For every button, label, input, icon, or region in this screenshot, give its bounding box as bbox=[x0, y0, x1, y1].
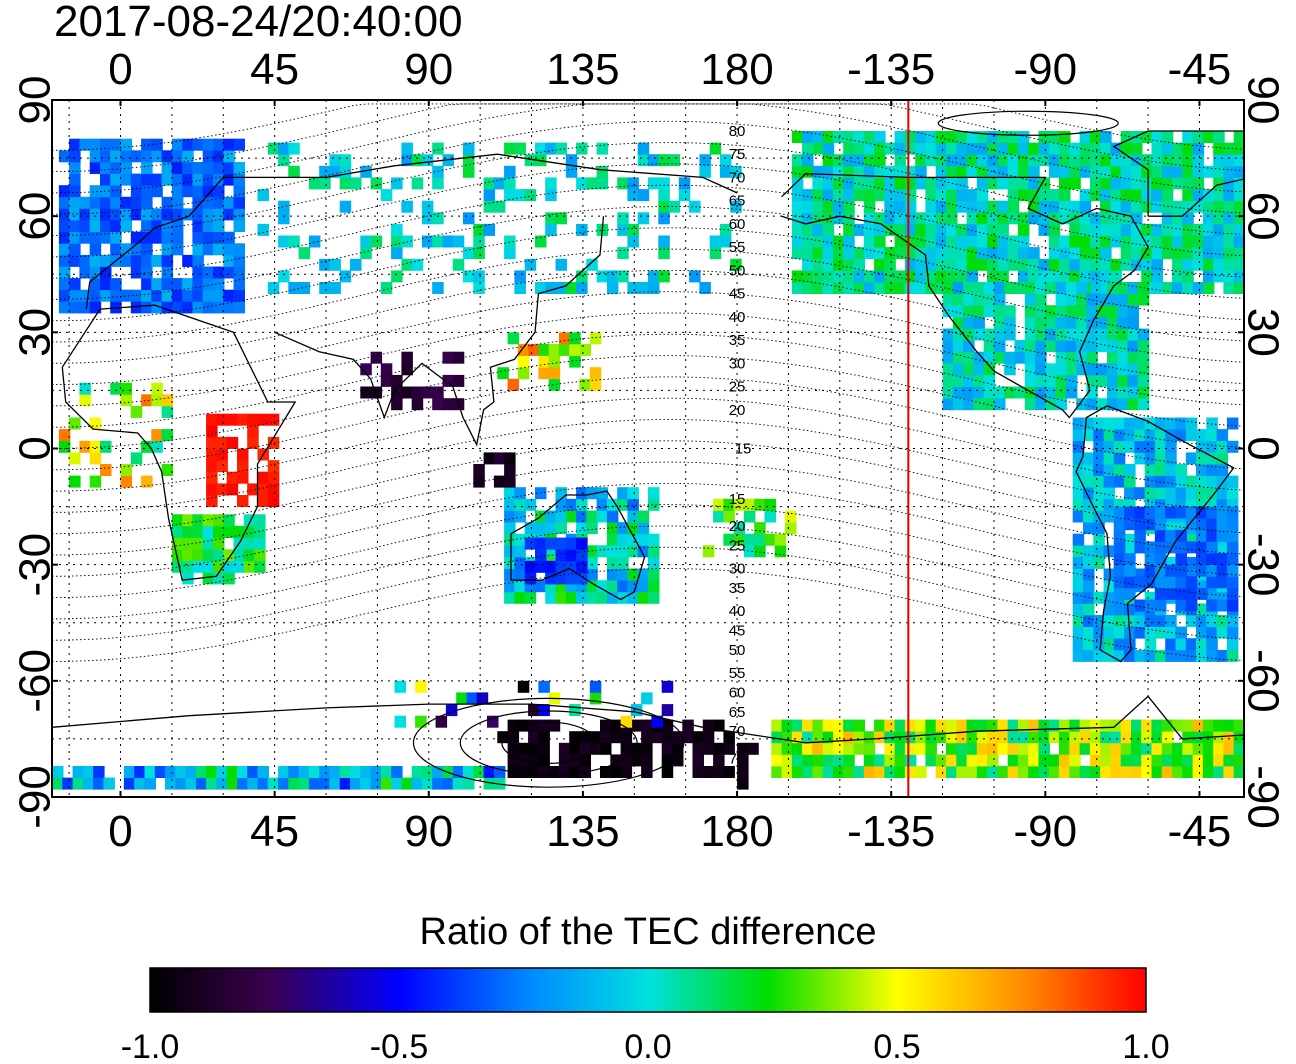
contour-value-labels: 80 75 70 65 60 55 50 45 40 35 30 25 20 15 15 20 25 30 35 40… bbox=[729, 123, 752, 767]
frame-tick-marks bbox=[52, 99, 1244, 798]
dotted-grid bbox=[52, 100, 1244, 797]
contour-label: 60 bbox=[729, 684, 746, 701]
top-lon-tick-label: -45 bbox=[1168, 45, 1232, 94]
colorbar-tick-label: 0.5 bbox=[873, 1028, 920, 1064]
contour-label: 15 bbox=[735, 441, 752, 458]
contour-label: 60 bbox=[729, 216, 746, 233]
contour-label: 40 bbox=[729, 309, 746, 326]
bottom-lon-tick-label: -135 bbox=[847, 807, 935, 856]
left-lat-tick-label: 90 bbox=[10, 76, 59, 125]
colorbar bbox=[149, 967, 1147, 1013]
colorbar-tick-label: 0.0 bbox=[624, 1028, 671, 1064]
contour-label: 55 bbox=[729, 665, 746, 682]
contour-label: 50 bbox=[729, 642, 746, 659]
colorbar-tick-label: 1.0 bbox=[1122, 1028, 1169, 1064]
left-lat-tick-label: 30 bbox=[10, 308, 59, 357]
contour-label: 30 bbox=[729, 355, 746, 372]
contour-label: 70 bbox=[729, 169, 746, 186]
top-lon-tick-label: 90 bbox=[404, 45, 453, 94]
left-lat-tick-label: 0 bbox=[10, 436, 59, 460]
top-longitude-tick-labels: 0 45 90 135 180 -135 -90 -45 bbox=[108, 45, 1231, 94]
contour-label: 20 bbox=[729, 402, 746, 419]
contour-label: 45 bbox=[729, 622, 746, 639]
right-lat-tick-label: 60 bbox=[1239, 192, 1288, 241]
contour-label: 50 bbox=[729, 262, 746, 279]
contour-label: 65 bbox=[729, 704, 746, 721]
top-lon-tick-label: -135 bbox=[847, 45, 935, 94]
timestamp-title: 2017-08-24/20:40:00 bbox=[54, 0, 463, 46]
contour-label: 80 bbox=[729, 123, 746, 140]
right-lat-tick-label: 30 bbox=[1239, 308, 1288, 357]
top-lon-tick-label: 0 bbox=[108, 45, 132, 94]
left-latitude-tick-labels: 90 60 30 0 -30 -60 -90 bbox=[10, 76, 59, 829]
top-lon-tick-label: 180 bbox=[700, 45, 773, 94]
left-lat-tick-label: -60 bbox=[10, 649, 59, 713]
contour-label: 65 bbox=[729, 193, 746, 210]
colorbar-title: Ratio of the TEC difference bbox=[420, 911, 877, 953]
bottom-lon-tick-label: 180 bbox=[700, 807, 773, 856]
right-lat-tick-label: -60 bbox=[1239, 649, 1288, 713]
bottom-longitude-tick-labels: 0 45 90 135 180 -135 -90 -45 bbox=[108, 807, 1231, 856]
contour-label: 35 bbox=[729, 580, 746, 597]
bottom-lon-tick-label: 45 bbox=[250, 807, 299, 856]
bottom-lon-tick-label: 90 bbox=[404, 807, 453, 856]
contour-label: 35 bbox=[729, 332, 746, 349]
right-lat-tick-label: 90 bbox=[1239, 76, 1288, 125]
top-lon-tick-label: 45 bbox=[250, 45, 299, 94]
colorbar-tick-labels: -1.0 -0.5 0.0 0.5 1.0 bbox=[121, 1028, 1170, 1064]
contour-label: 55 bbox=[729, 239, 746, 256]
right-lat-tick-label: 0 bbox=[1239, 436, 1288, 460]
contour-label: 40 bbox=[729, 603, 746, 620]
contour-label: 20 bbox=[729, 518, 746, 535]
top-lon-tick-label: -90 bbox=[1014, 45, 1078, 94]
bottom-lon-tick-label: 135 bbox=[546, 807, 619, 856]
colorbar-tick-label: -1.0 bbox=[121, 1028, 180, 1064]
left-lat-tick-label: -90 bbox=[10, 765, 59, 829]
right-lat-tick-label: -90 bbox=[1239, 765, 1288, 829]
bottom-lon-tick-label: -90 bbox=[1014, 807, 1078, 856]
contour-label: 75 bbox=[729, 146, 746, 163]
contour-label: 45 bbox=[729, 286, 746, 303]
colorbar-tick-label: -0.5 bbox=[370, 1028, 429, 1064]
map-content: 80 75 70 65 60 55 50 45 40 35 30 25 20 15 15 20 25 30 35 40… bbox=[52, 100, 1244, 797]
contour-label: 70 bbox=[729, 723, 746, 740]
right-latitude-tick-labels: 90 60 30 0 -30 -60 -90 bbox=[1239, 76, 1288, 829]
bottom-lon-tick-label: 0 bbox=[108, 807, 132, 856]
latitude-contour-lines bbox=[52, 103, 1244, 788]
bottom-lon-tick-label: -45 bbox=[1168, 807, 1232, 856]
contour-label: 25 bbox=[729, 379, 746, 396]
top-lon-tick-label: 135 bbox=[546, 45, 619, 94]
contour-label: 75 bbox=[729, 750, 746, 767]
left-lat-tick-label: 60 bbox=[10, 192, 59, 241]
contour-label: 15 bbox=[729, 491, 746, 508]
contour-label: 25 bbox=[729, 537, 746, 554]
tec-ratio-patches bbox=[52, 131, 1244, 790]
left-lat-tick-label: -30 bbox=[10, 533, 59, 597]
right-lat-tick-label: -30 bbox=[1239, 533, 1288, 597]
contour-label: 30 bbox=[729, 561, 746, 578]
